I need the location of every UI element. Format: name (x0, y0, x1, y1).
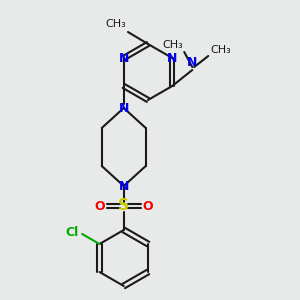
Text: N: N (118, 101, 129, 115)
Text: O: O (94, 200, 105, 212)
Text: N: N (167, 52, 177, 64)
Text: S: S (118, 199, 129, 214)
Text: CH₃: CH₃ (210, 45, 231, 55)
Text: CH₃: CH₃ (105, 19, 126, 29)
Text: N: N (118, 179, 129, 193)
Text: CH₃: CH₃ (163, 40, 183, 50)
Text: O: O (142, 200, 153, 212)
Text: N: N (187, 56, 197, 69)
Text: Cl: Cl (65, 226, 78, 238)
Text: N: N (118, 52, 129, 64)
